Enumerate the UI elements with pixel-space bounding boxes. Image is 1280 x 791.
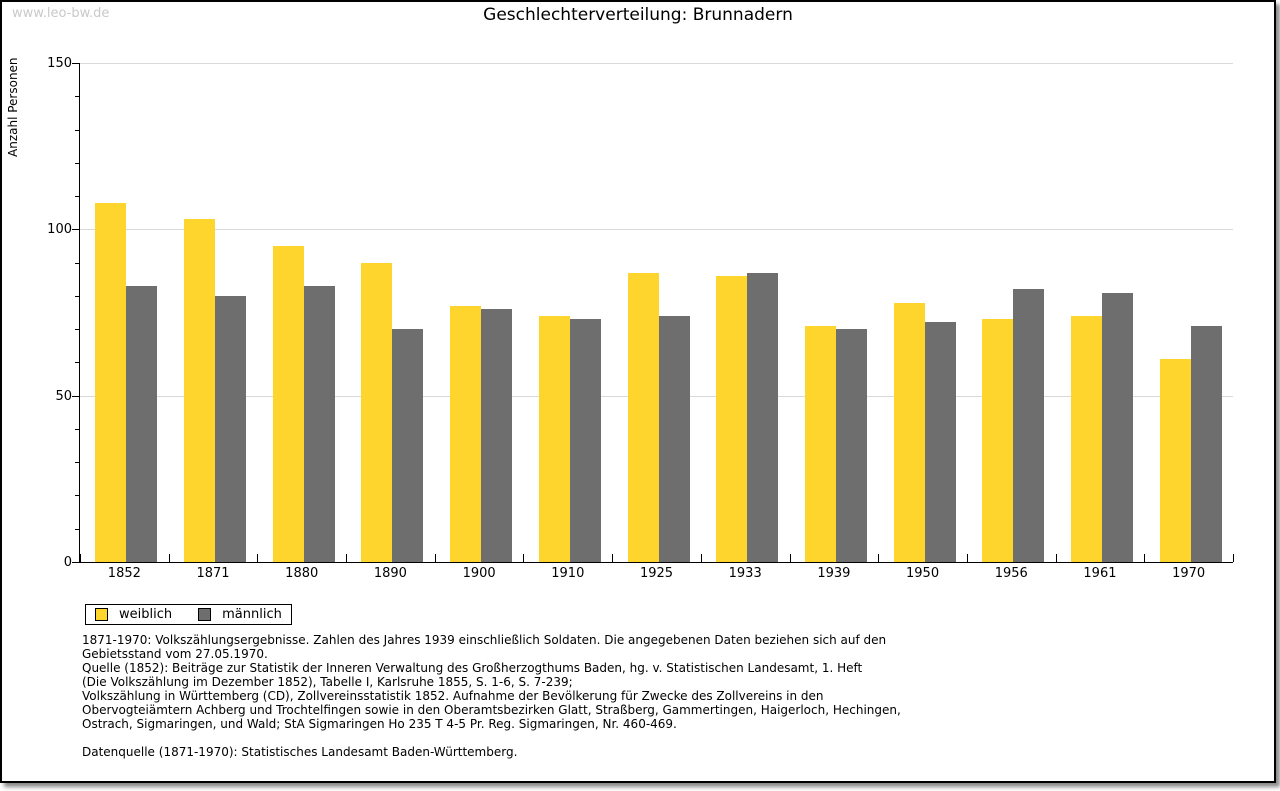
legend-label-weiblich: weiblich [119,607,173,622]
bar-männlich-1950 [924,322,956,562]
legend-item-weiblich: weiblich [95,607,172,622]
gridline-150 [80,63,1233,64]
bar-männlich-1852 [126,285,158,562]
bar-männlich-1880 [303,285,335,562]
y-tick-50 [72,395,79,397]
y-tick-130 [75,129,79,131]
bar-weiblich-1950 [893,302,925,562]
y-axis-title: Anzahl Personen [6,57,20,157]
bar-weiblich-1925 [627,272,659,562]
x-tick-10 [966,554,968,562]
x-category-label-1910: 1910 [551,566,585,581]
footnotes: 1871-1970: Volkszählungsergebnisse. Zahl… [82,633,901,759]
footnote-line: Quelle (1852): Beiträge zur Statistik de… [82,661,863,675]
watermark: www.leo-bw.de [12,6,110,21]
y-tick-100 [72,229,79,231]
bar-männlich-1970 [1190,325,1222,562]
x-category-label-1900: 1900 [462,566,496,581]
bar-männlich-1871 [215,295,247,562]
x-category-label-1880: 1880 [285,566,319,581]
bar-männlich-1900 [481,309,513,562]
x-tick-4 [434,554,436,562]
x-category-label-1871: 1871 [196,566,230,581]
bar-weiblich-1933 [716,275,748,562]
x-tick-6 [612,554,614,562]
bar-weiblich-1970 [1159,359,1191,562]
bar-weiblich-1956 [982,319,1014,562]
y-tick-70 [75,329,79,331]
footnote-line: Ostrach, Sigmaringen, und Wald; StA Sigm… [82,717,677,731]
x-tick-5 [523,554,525,562]
y-tick-label-50: 50 [55,388,72,404]
y-tick-140 [75,96,79,98]
legend-item-maennlich: männlich [198,607,282,622]
x-tick-0 [80,554,81,562]
plot-area: 0 50 100 150 1852 1871 1880 1890 1900 1910 1925 193… [47,56,1234,581]
footnote-line: (Die Volkszählung im Dezember 1852), Tab… [82,675,573,689]
x-axis-line [79,562,1233,563]
x-category-label-1970: 1970 [1172,566,1206,581]
footnote-line: Gebietsstand vom 27.05.1970. [82,647,268,661]
legend: weiblich männlich [85,604,292,625]
x-category-label-1933: 1933 [728,566,762,581]
chart-title: Geschlechterverteilung: Brunnadern [483,5,793,25]
bar-männlich-1939 [835,329,867,562]
x-tick-7 [700,554,702,562]
bar-männlich-1910 [569,319,601,562]
x-category-label-1890: 1890 [373,566,407,581]
footnote-line: Obervogteiämtern Achberg und Trochtelfin… [82,703,901,717]
footnote-line: Datenquelle (1871-1970): Statistisches L… [82,745,518,759]
y-tick-150 [72,63,79,64]
bar-weiblich-1890 [361,262,393,562]
y-tick-label-150: 150 [47,56,72,71]
legend-swatch-weiblich [95,608,108,621]
x-tick-11 [1055,554,1057,562]
legend-swatch-maennlich [198,608,212,621]
y-tick-10 [75,528,79,530]
y-tick-120 [75,162,79,164]
y-tick-60 [75,362,79,364]
bar-weiblich-1871 [184,219,216,562]
x-tick-3 [346,554,348,562]
gridline-100 [80,229,1233,231]
x-tick-13 [1233,554,1234,562]
x-category-label-1939: 1939 [817,566,851,581]
bar-männlich-1925 [658,315,690,562]
bar-männlich-1956 [1013,289,1045,562]
bar-männlich-1933 [747,272,779,562]
bar-weiblich-1852 [95,202,127,562]
bar-männlich-1961 [1101,292,1133,562]
x-tick-1 [168,554,170,562]
y-tick-0 [72,562,79,563]
y-tick-label-100: 100 [47,222,72,238]
bar-weiblich-1900 [450,305,482,562]
y-tick-90 [75,262,79,264]
x-tick-8 [789,554,791,562]
x-tick-9 [878,554,880,562]
x-category-label-1852: 1852 [107,566,141,581]
y-tick-label-0: 0 [63,555,72,570]
bar-weiblich-1880 [272,245,304,562]
x-tick-12 [1144,554,1146,562]
bar-männlich-1890 [392,329,424,562]
x-category-label-1956: 1956 [994,566,1028,581]
bar-weiblich-1961 [1070,315,1102,562]
y-tick-40 [75,428,79,430]
footnote-line: Volkszählung in Württemberg (CD), Zollve… [82,689,824,703]
y-axis-line [79,63,80,562]
footnote-line: 1871-1970: Volkszählungsergebnisse. Zahl… [82,633,887,647]
bar-weiblich-1910 [538,315,570,562]
legend-label-maennlich: männlich [222,607,282,622]
x-tick-2 [257,554,259,562]
y-tick-80 [75,295,79,297]
y-tick-20 [75,495,79,497]
footnote-line [82,731,901,745]
bar-weiblich-1939 [804,325,836,562]
x-category-label-1961: 1961 [1083,566,1117,581]
x-category-label-1925: 1925 [639,566,674,581]
y-tick-110 [75,196,79,198]
x-category-label-1950: 1950 [906,566,940,581]
y-tick-30 [75,462,79,464]
